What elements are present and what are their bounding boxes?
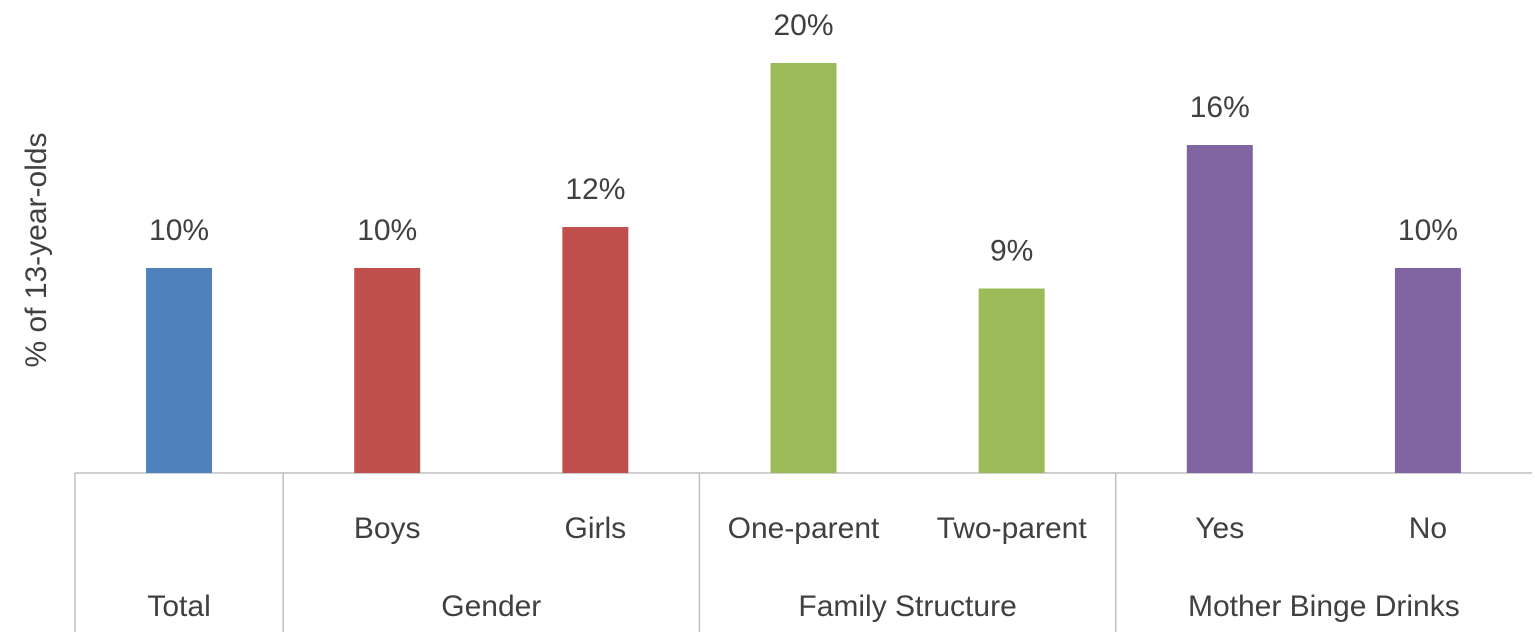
x-tick-label: Yes [1195, 512, 1244, 545]
x-tick-label: Girls [565, 512, 627, 545]
group-label: Total [147, 590, 210, 623]
group-label: Gender [441, 590, 541, 623]
y-axis-label: % of 13-year-olds [20, 132, 53, 367]
bar [562, 227, 629, 473]
data-label: 10% [357, 214, 417, 247]
x-tick-label: Boys [354, 512, 421, 545]
x-tick-label: Two-parent [937, 512, 1088, 545]
data-label: 20% [773, 9, 833, 42]
bar [354, 268, 421, 473]
x-tick-label: One-parent [728, 512, 880, 545]
data-label: 10% [1398, 214, 1458, 247]
data-label: 16% [1190, 91, 1250, 124]
data-label: 10% [149, 214, 209, 247]
group-label: Family Structure [798, 590, 1016, 623]
x-tick-label: No [1409, 512, 1447, 545]
data-label: 12% [565, 173, 625, 206]
bar [1186, 145, 1253, 473]
data-label: 9% [990, 234, 1033, 267]
bar [770, 63, 837, 473]
bar [146, 268, 213, 473]
bar [1394, 268, 1461, 473]
group-label: Mother Binge Drinks [1188, 590, 1460, 623]
bar [978, 288, 1045, 473]
